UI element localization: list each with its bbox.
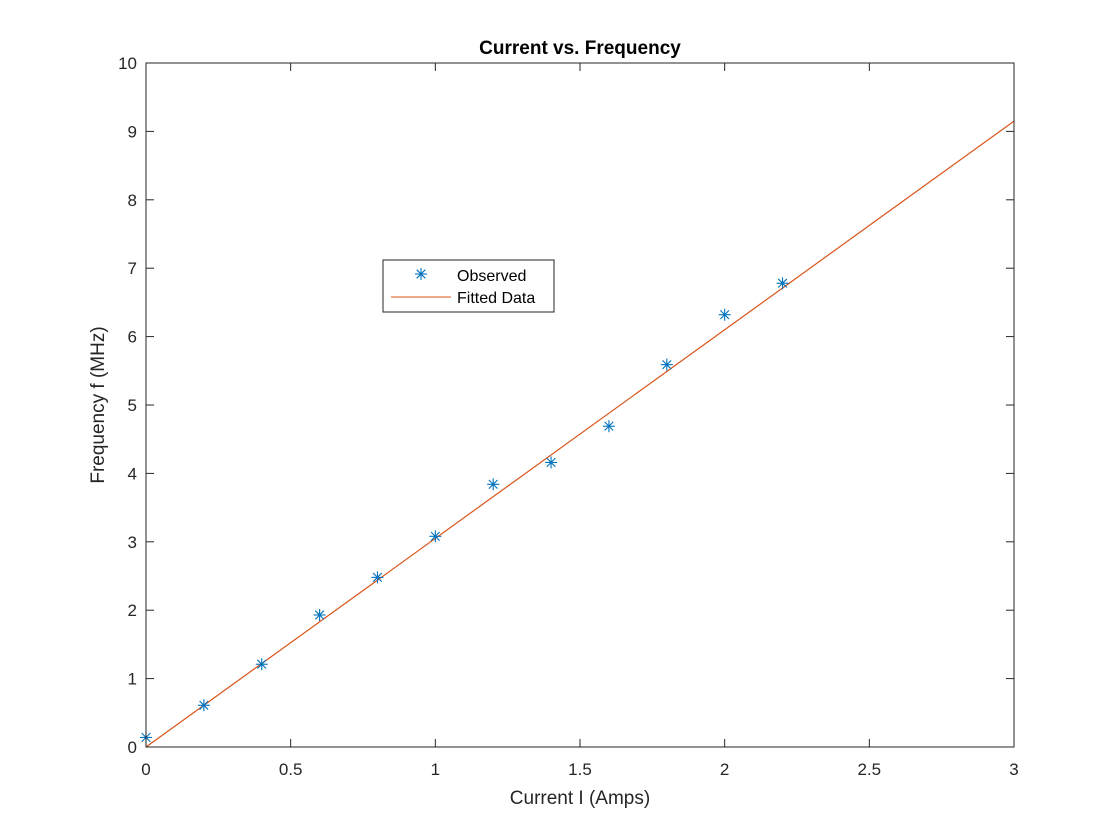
y-tick-label: 1 xyxy=(128,670,137,689)
asterisk-stroke xyxy=(257,659,267,669)
x-tick-label: 2 xyxy=(720,760,729,779)
fitted-line xyxy=(145,120,1015,748)
y-tick-label: 10 xyxy=(118,54,137,73)
plot-area xyxy=(146,63,1014,747)
asterisk-stroke xyxy=(372,572,383,583)
y-tick-label: 9 xyxy=(128,122,137,141)
asterisk-stroke xyxy=(314,610,325,620)
y-tick-label: 6 xyxy=(128,328,137,347)
x-tick-label: 0.5 xyxy=(279,760,303,779)
y-tick-label: 8 xyxy=(128,191,137,210)
observed-point xyxy=(718,308,731,321)
asterisk-stroke xyxy=(430,531,441,542)
observed-point xyxy=(487,478,500,491)
asterisk-stroke xyxy=(604,421,614,431)
asterisk-stroke xyxy=(199,700,209,710)
tick-marks xyxy=(145,62,1015,748)
asterisk-stroke xyxy=(662,359,672,370)
legend-box xyxy=(382,259,555,313)
observed-point xyxy=(776,277,789,290)
chart-title: Current vs. Frequency xyxy=(479,38,681,59)
observed-point xyxy=(197,699,210,712)
legend-observed-marker xyxy=(415,268,427,280)
observed-point xyxy=(602,420,615,433)
x-axis-title: Current I (Amps) xyxy=(510,788,650,809)
x-tick-label: 1 xyxy=(431,760,440,779)
y-axis-title: Frequency f (MHz) xyxy=(88,326,109,483)
legend-observed-label: Observed xyxy=(457,268,526,285)
observed-point xyxy=(429,530,442,543)
observed-point xyxy=(255,658,268,671)
asterisk-stroke xyxy=(416,269,426,279)
y-tick-label: 0 xyxy=(128,738,137,757)
y-tick-label: 7 xyxy=(128,259,137,278)
observed-point xyxy=(313,608,326,621)
x-tick-label: 1.5 xyxy=(568,760,592,779)
x-tick-label: 0 xyxy=(141,760,150,779)
observed-point xyxy=(545,456,558,469)
observed-point xyxy=(371,571,384,584)
observed-point xyxy=(660,358,673,371)
y-tick-label: 3 xyxy=(128,533,137,552)
x-tick-label: 2.5 xyxy=(858,760,882,779)
asterisk-stroke xyxy=(546,457,556,468)
asterisk-stroke xyxy=(488,479,498,490)
x-tick-label: 3 xyxy=(1009,760,1018,779)
y-tick-label: 4 xyxy=(128,464,137,483)
legend: Observed Fitted Data xyxy=(382,259,555,313)
asterisk-stroke xyxy=(777,278,788,288)
legend-fitted-label: Fitted Data xyxy=(457,290,535,307)
y-tick-label: 5 xyxy=(128,396,137,415)
asterisk-stroke xyxy=(719,310,730,320)
y-tick-label: 2 xyxy=(128,601,137,620)
legend-asterisk xyxy=(415,268,427,280)
